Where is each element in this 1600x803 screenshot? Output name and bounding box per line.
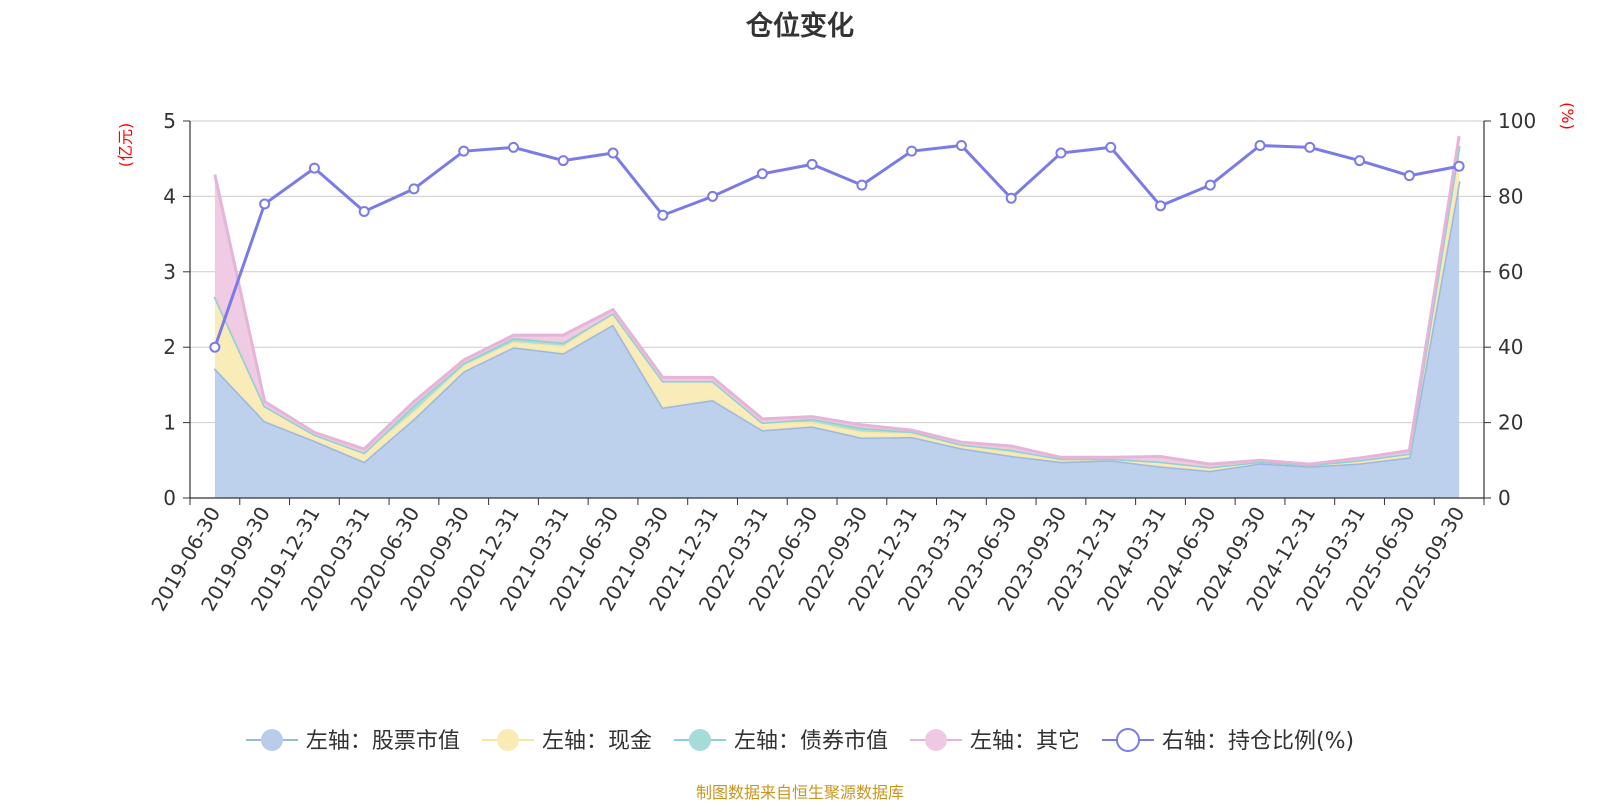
ratio-point bbox=[657, 209, 669, 221]
ratio-point bbox=[557, 155, 569, 167]
grid-lines bbox=[190, 120, 1484, 424]
right-tick-label: 40 bbox=[1498, 335, 1523, 359]
left-tick-label: 0 bbox=[163, 486, 176, 510]
ratio-point bbox=[259, 198, 271, 210]
data-source-note: 制图数据来自恒生聚源数据库 bbox=[695, 783, 904, 802]
right-axis-unit: (%) bbox=[1558, 102, 1577, 130]
ratio-point bbox=[209, 341, 221, 353]
legend-symbol bbox=[260, 729, 283, 751]
legend-label: 左轴：股票市值 bbox=[306, 729, 460, 754]
ratio-point bbox=[1403, 170, 1415, 182]
ratio-point bbox=[1254, 140, 1266, 152]
stacked-areas bbox=[213, 135, 1461, 498]
holding-ratio-line bbox=[209, 140, 1465, 353]
ratio-point bbox=[1453, 160, 1465, 172]
ratio-point bbox=[358, 205, 370, 217]
ratio-point bbox=[806, 158, 818, 170]
area-series-0 bbox=[214, 181, 1460, 498]
legend-item: 左轴：股票市值 bbox=[245, 729, 460, 754]
right-tick-label: 0 bbox=[1498, 486, 1511, 510]
chart-title: 仓位变化 bbox=[746, 11, 854, 42]
legend-symbol bbox=[688, 729, 711, 751]
area-edge-3 bbox=[213, 135, 1461, 466]
legend-item: 左轴：现金 bbox=[481, 729, 652, 754]
legend-item: 左轴：债券市值 bbox=[673, 729, 888, 754]
ratio-point bbox=[607, 147, 619, 159]
right-tick-label: 20 bbox=[1498, 411, 1523, 435]
right-tick-label: 100 bbox=[1498, 109, 1536, 133]
left-tick-label: 4 bbox=[163, 184, 176, 208]
area-edge-2 bbox=[213, 145, 1461, 469]
ratio-point bbox=[856, 179, 868, 191]
ratio-point bbox=[508, 141, 519, 153]
legend-label: 左轴：现金 bbox=[542, 729, 652, 754]
legend-label: 右轴：持仓比例(%) bbox=[1162, 729, 1354, 754]
legend-label: 左轴：其它 bbox=[970, 729, 1080, 754]
legend-label: 左轴：债券市值 bbox=[734, 729, 888, 754]
ratio-point bbox=[1354, 155, 1366, 167]
legend-symbol bbox=[496, 729, 519, 751]
ratio-point bbox=[1105, 141, 1117, 153]
left-tick-label: 3 bbox=[163, 260, 176, 284]
ratio-point bbox=[308, 162, 320, 174]
ratio-point bbox=[1005, 192, 1017, 204]
ratio-point bbox=[1204, 179, 1216, 191]
ratio-point bbox=[756, 168, 768, 180]
left-tick-label: 1 bbox=[163, 411, 176, 435]
left-tick-label: 2 bbox=[163, 335, 176, 359]
ratio-point bbox=[906, 145, 918, 157]
ratio-point bbox=[458, 145, 470, 157]
right-tick-label: 60 bbox=[1498, 260, 1523, 284]
ratio-point bbox=[408, 183, 420, 195]
ratio-line-path bbox=[213, 143, 1460, 348]
ratio-point bbox=[955, 140, 967, 152]
legend-item: 左轴：其它 bbox=[909, 729, 1080, 754]
right-tick-label: 80 bbox=[1498, 184, 1523, 208]
ratio-point bbox=[1304, 141, 1316, 153]
legend-symbol bbox=[1115, 728, 1140, 752]
legend-symbol bbox=[924, 729, 947, 751]
left-tick-label: 5 bbox=[163, 109, 176, 133]
axes: 0123450204060801002019-06-302019-09-3020… bbox=[146, 109, 1536, 615]
legend-item: 右轴：持仓比例(%) bbox=[1101, 728, 1354, 754]
ratio-point bbox=[707, 190, 719, 202]
ratio-point bbox=[1055, 147, 1067, 159]
legend: 左轴：股票市值 左轴：现金 左轴：债券市值 左轴：其它 右轴：持仓比例(%) bbox=[245, 728, 1354, 754]
left-axis-unit: (亿元) bbox=[116, 123, 135, 168]
ratio-point bbox=[1155, 200, 1166, 212]
